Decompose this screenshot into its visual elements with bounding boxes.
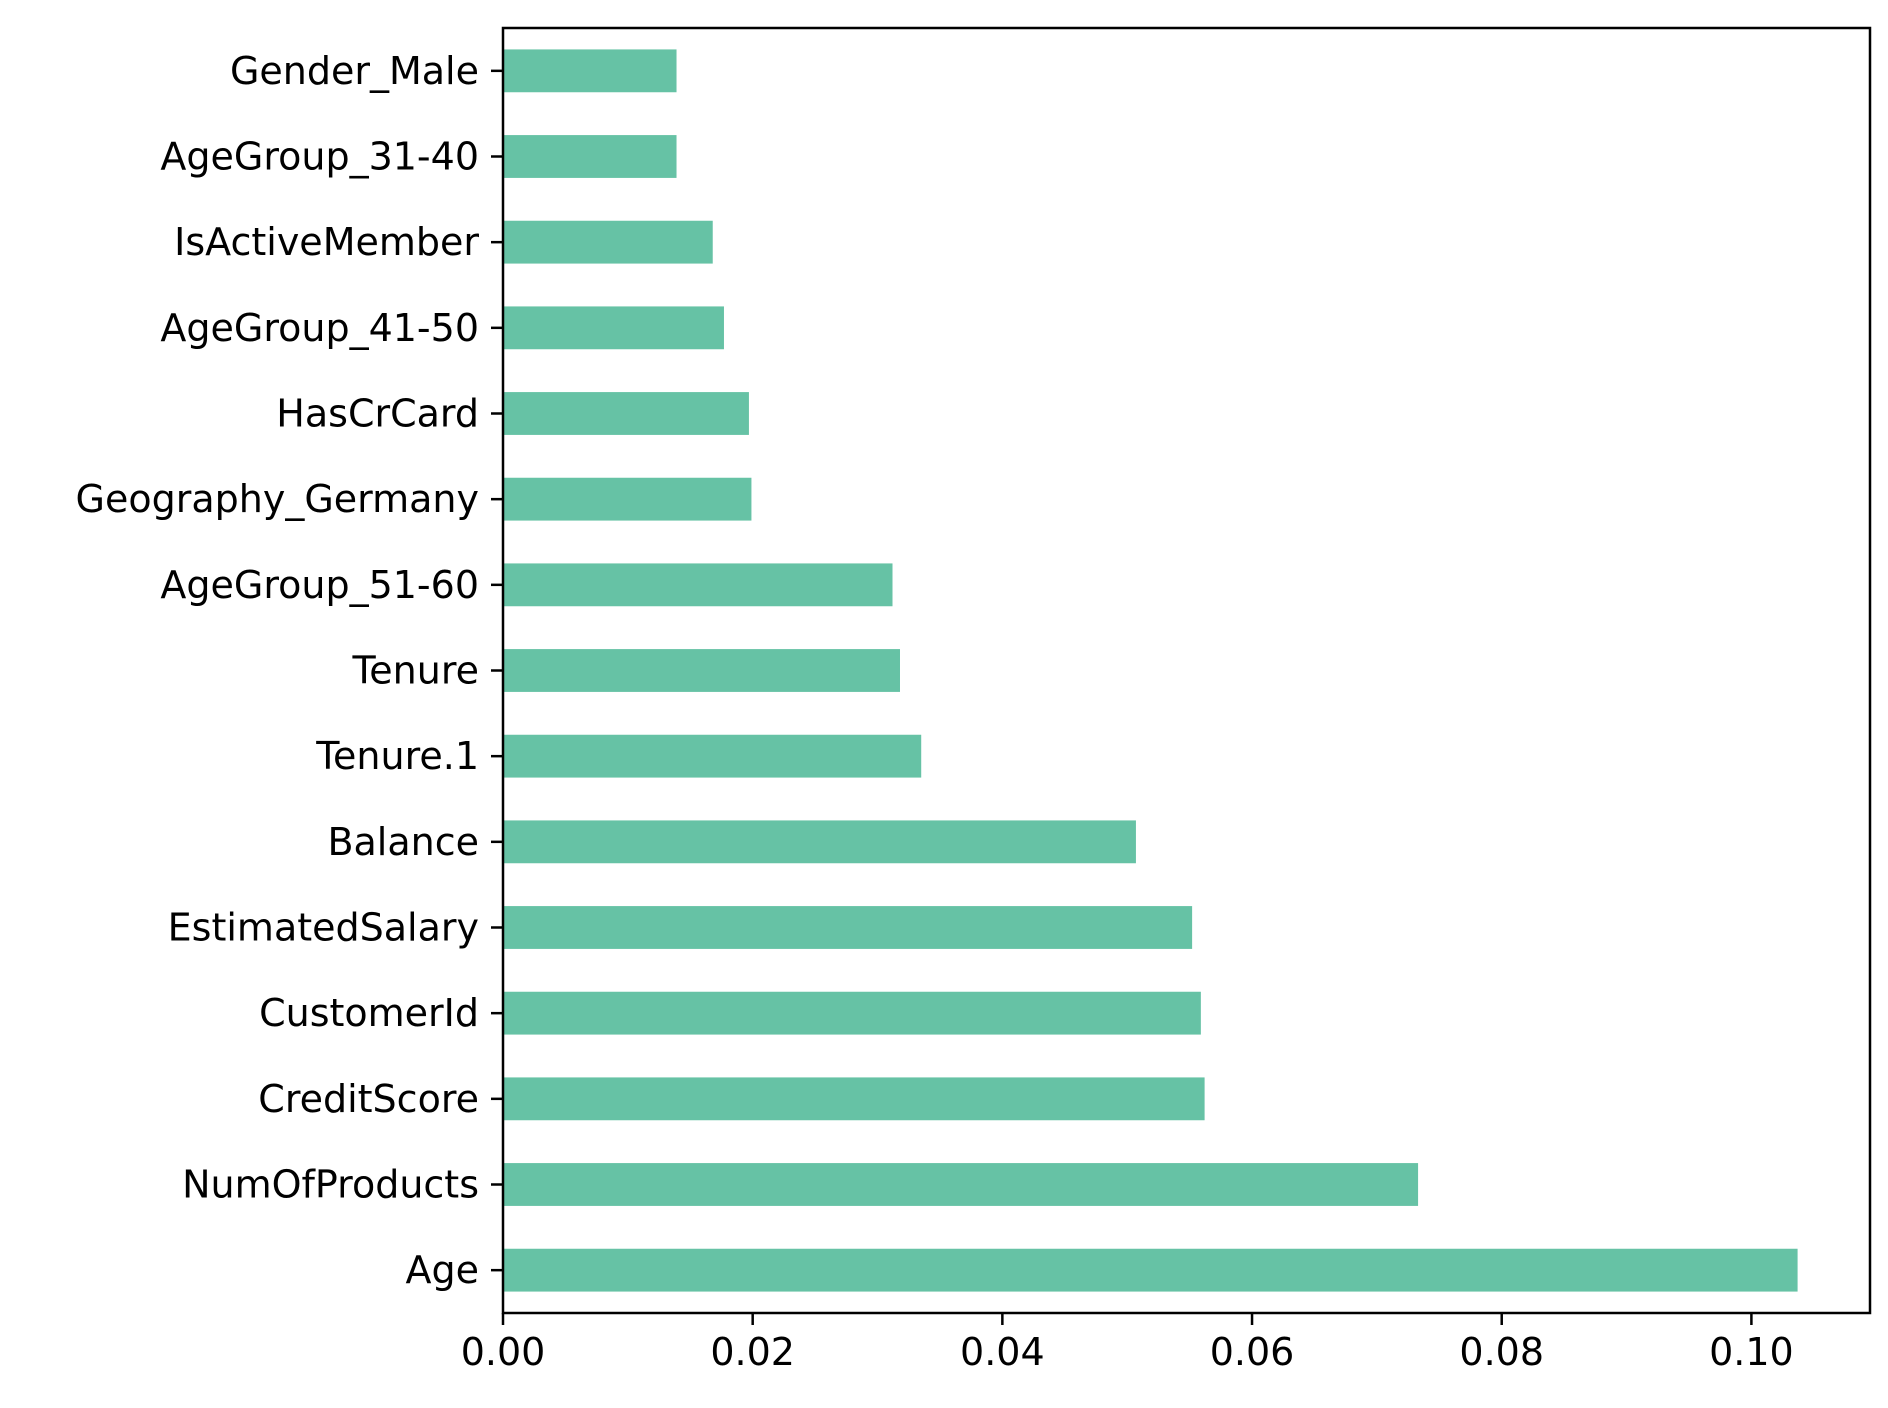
y-tick-label: CustomerId xyxy=(259,991,479,1035)
y-tick-label: Age xyxy=(406,1248,480,1292)
bar-hascrcard xyxy=(503,392,749,435)
y-tick-label: Tenure.1 xyxy=(315,734,479,778)
y-tick-label: AgeGroup_51-60 xyxy=(160,563,479,607)
bar-creditscore xyxy=(503,1077,1205,1121)
bar-agegroup-41-50 xyxy=(503,306,724,350)
plot-frame xyxy=(501,26,1872,1315)
y-axis: Age NumOfProducts CreditScore CustomerId Est… xyxy=(76,49,503,1292)
x-tick-label: 0.04 xyxy=(960,1330,1045,1374)
bar-tenure xyxy=(503,649,900,692)
x-tick-label: 0.00 xyxy=(461,1330,546,1374)
x-tick-label: 0.02 xyxy=(710,1330,795,1374)
x-axis: 0.00 0.02 0.04 0.06 0.08 0.10 xyxy=(461,1313,1794,1374)
bar-geography-germany xyxy=(503,477,752,521)
bar-balance xyxy=(503,820,1136,864)
y-tick-label: AgeGroup_31-40 xyxy=(160,135,479,179)
y-tick-label: EstimatedSalary xyxy=(168,906,479,950)
bar-gender-male xyxy=(503,49,677,93)
bar-numofproducts xyxy=(503,1163,1419,1206)
bar-isactivemember xyxy=(503,220,713,264)
bar-age xyxy=(503,1248,1798,1292)
bar-tenure-1 xyxy=(503,734,922,778)
x-tick-label: 0.08 xyxy=(1459,1330,1544,1374)
y-tick-label: CreditScore xyxy=(258,1077,479,1121)
bar-agegroup-51-60 xyxy=(503,563,893,607)
y-tick-label: IsActiveMember xyxy=(174,220,479,264)
y-tick-label: NumOfProducts xyxy=(182,1163,479,1207)
bar-agegroup-31-40 xyxy=(503,135,677,178)
y-tick-label: Gender_Male xyxy=(230,49,479,93)
y-tick-label: Geography_Germany xyxy=(76,477,479,521)
x-tick-label: 0.06 xyxy=(1210,1330,1295,1374)
bars-group xyxy=(503,49,1798,1292)
x-tick-label: 0.10 xyxy=(1709,1330,1794,1374)
y-tick-label: Balance xyxy=(327,820,479,864)
y-tick-label: HasCrCard xyxy=(276,392,479,436)
y-tick-label: AgeGroup_41-50 xyxy=(160,306,479,350)
bar-estimatedsalary xyxy=(503,906,1193,949)
bar-customerid xyxy=(503,991,1201,1035)
y-tick-label: Tenure xyxy=(352,649,479,693)
